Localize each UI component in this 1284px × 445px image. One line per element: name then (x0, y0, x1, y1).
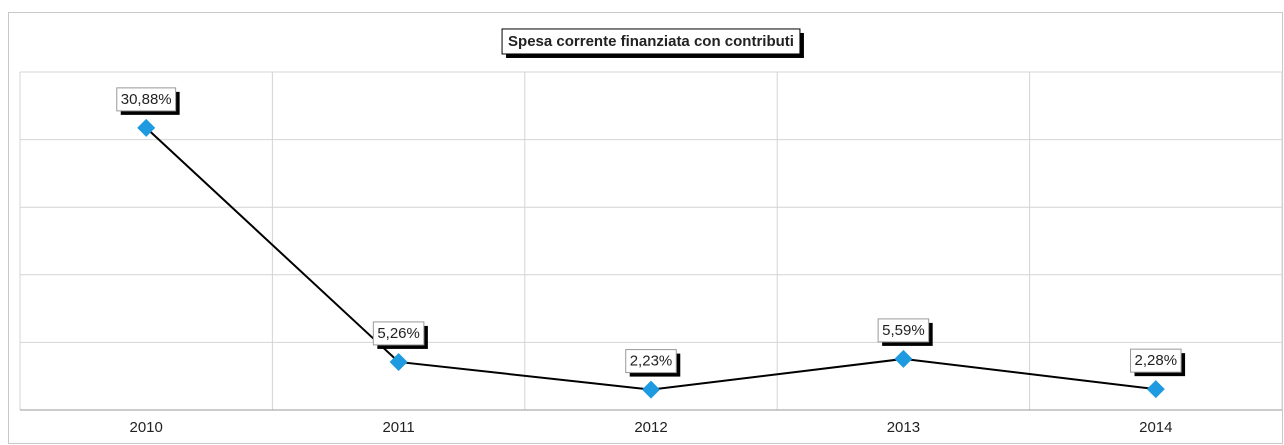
x-tick-label: 2013 (887, 419, 920, 436)
x-tick-label: 2014 (1139, 419, 1172, 436)
value-label: 2,23% (625, 349, 681, 377)
value-label-text: 2,23% (630, 353, 673, 370)
title-background (501, 28, 801, 55)
value-label-background (877, 318, 930, 343)
value-label-text: 2,28% (1135, 352, 1178, 369)
marker (389, 352, 408, 371)
value-label-background (372, 321, 425, 346)
value-label-background (1130, 348, 1182, 373)
marker (894, 349, 913, 368)
marker (642, 380, 660, 399)
x-tick-label: 2011 (382, 419, 414, 436)
value-label: 30,88% (116, 87, 180, 115)
value-label-text: 5,26% (377, 325, 420, 342)
value-label-text: 5,59% (882, 322, 925, 339)
marker (1146, 380, 1165, 399)
value-label-background (625, 349, 677, 374)
chart-frame (8, 12, 1283, 444)
title-box: Spesa corrente finanziata con contributi (501, 28, 804, 58)
marker (137, 118, 156, 137)
value-label-text: 30,88% (121, 91, 172, 108)
value-label: 5,59% (877, 318, 933, 346)
value-label: 5,26% (372, 321, 428, 349)
chart-title: Spesa corrente finanziata con contributi (508, 33, 794, 50)
value-label: 2,28% (1130, 348, 1186, 377)
x-tick-label: 2010 (130, 419, 163, 436)
value-label-background (116, 87, 177, 112)
x-tick-label: 2012 (634, 419, 667, 436)
